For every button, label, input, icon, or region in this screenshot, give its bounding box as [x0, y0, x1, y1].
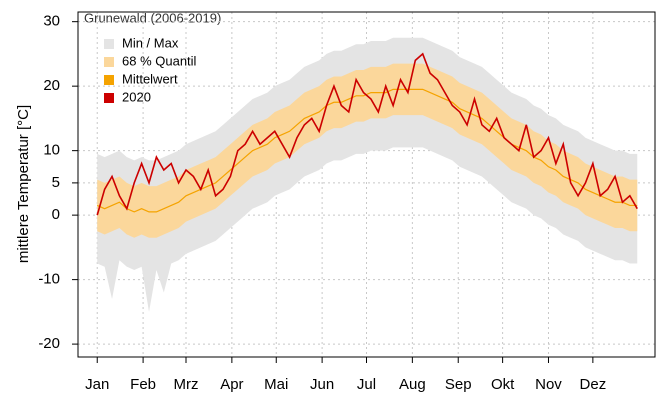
- legend-swatch: [104, 57, 114, 67]
- x-tick-label: Mai: [264, 376, 288, 393]
- x-tick-label: Sep: [445, 376, 472, 393]
- x-tick-label: Jan: [85, 376, 109, 393]
- y-tick-label: -10: [38, 271, 60, 288]
- y-tick-label: 10: [43, 142, 60, 159]
- y-tick-label: 20: [43, 77, 60, 94]
- y-axis-label: mittlere Temperatur [°C]: [15, 105, 32, 263]
- x-tick-label: Apr: [220, 376, 243, 393]
- line: [96, 88, 638, 213]
- x-tick-label: Jul: [357, 376, 376, 393]
- x-tick-label: Nov: [535, 376, 562, 393]
- legend-title: Grunewald (2006-2019): [84, 10, 221, 25]
- y-tick-label: -20: [38, 335, 60, 352]
- x-tick-label: Okt: [491, 376, 515, 393]
- x-tick-label: Mrz: [174, 376, 199, 393]
- legend-label: 68 % Quantil: [122, 53, 197, 68]
- y-tick-label: 30: [43, 13, 60, 30]
- x-tick-label: Dez: [580, 376, 607, 393]
- x-tick-label: Feb: [130, 376, 156, 393]
- legend-label: Mittelwert: [122, 71, 178, 86]
- y-tick-label: 0: [52, 206, 60, 223]
- band: [97, 37, 638, 312]
- plot-frame: [77, 11, 656, 358]
- line: [96, 52, 638, 216]
- band: [97, 63, 638, 238]
- legend-label: 2020: [122, 89, 151, 104]
- legend-swatch: [104, 75, 114, 85]
- y-tick-label: 5: [52, 174, 60, 191]
- legend-swatch: [104, 93, 114, 103]
- legend-swatch: [104, 39, 114, 49]
- x-tick-label: Aug: [399, 376, 426, 393]
- x-tick-label: Jun: [310, 376, 334, 393]
- legend-label: Min / Max: [122, 35, 179, 50]
